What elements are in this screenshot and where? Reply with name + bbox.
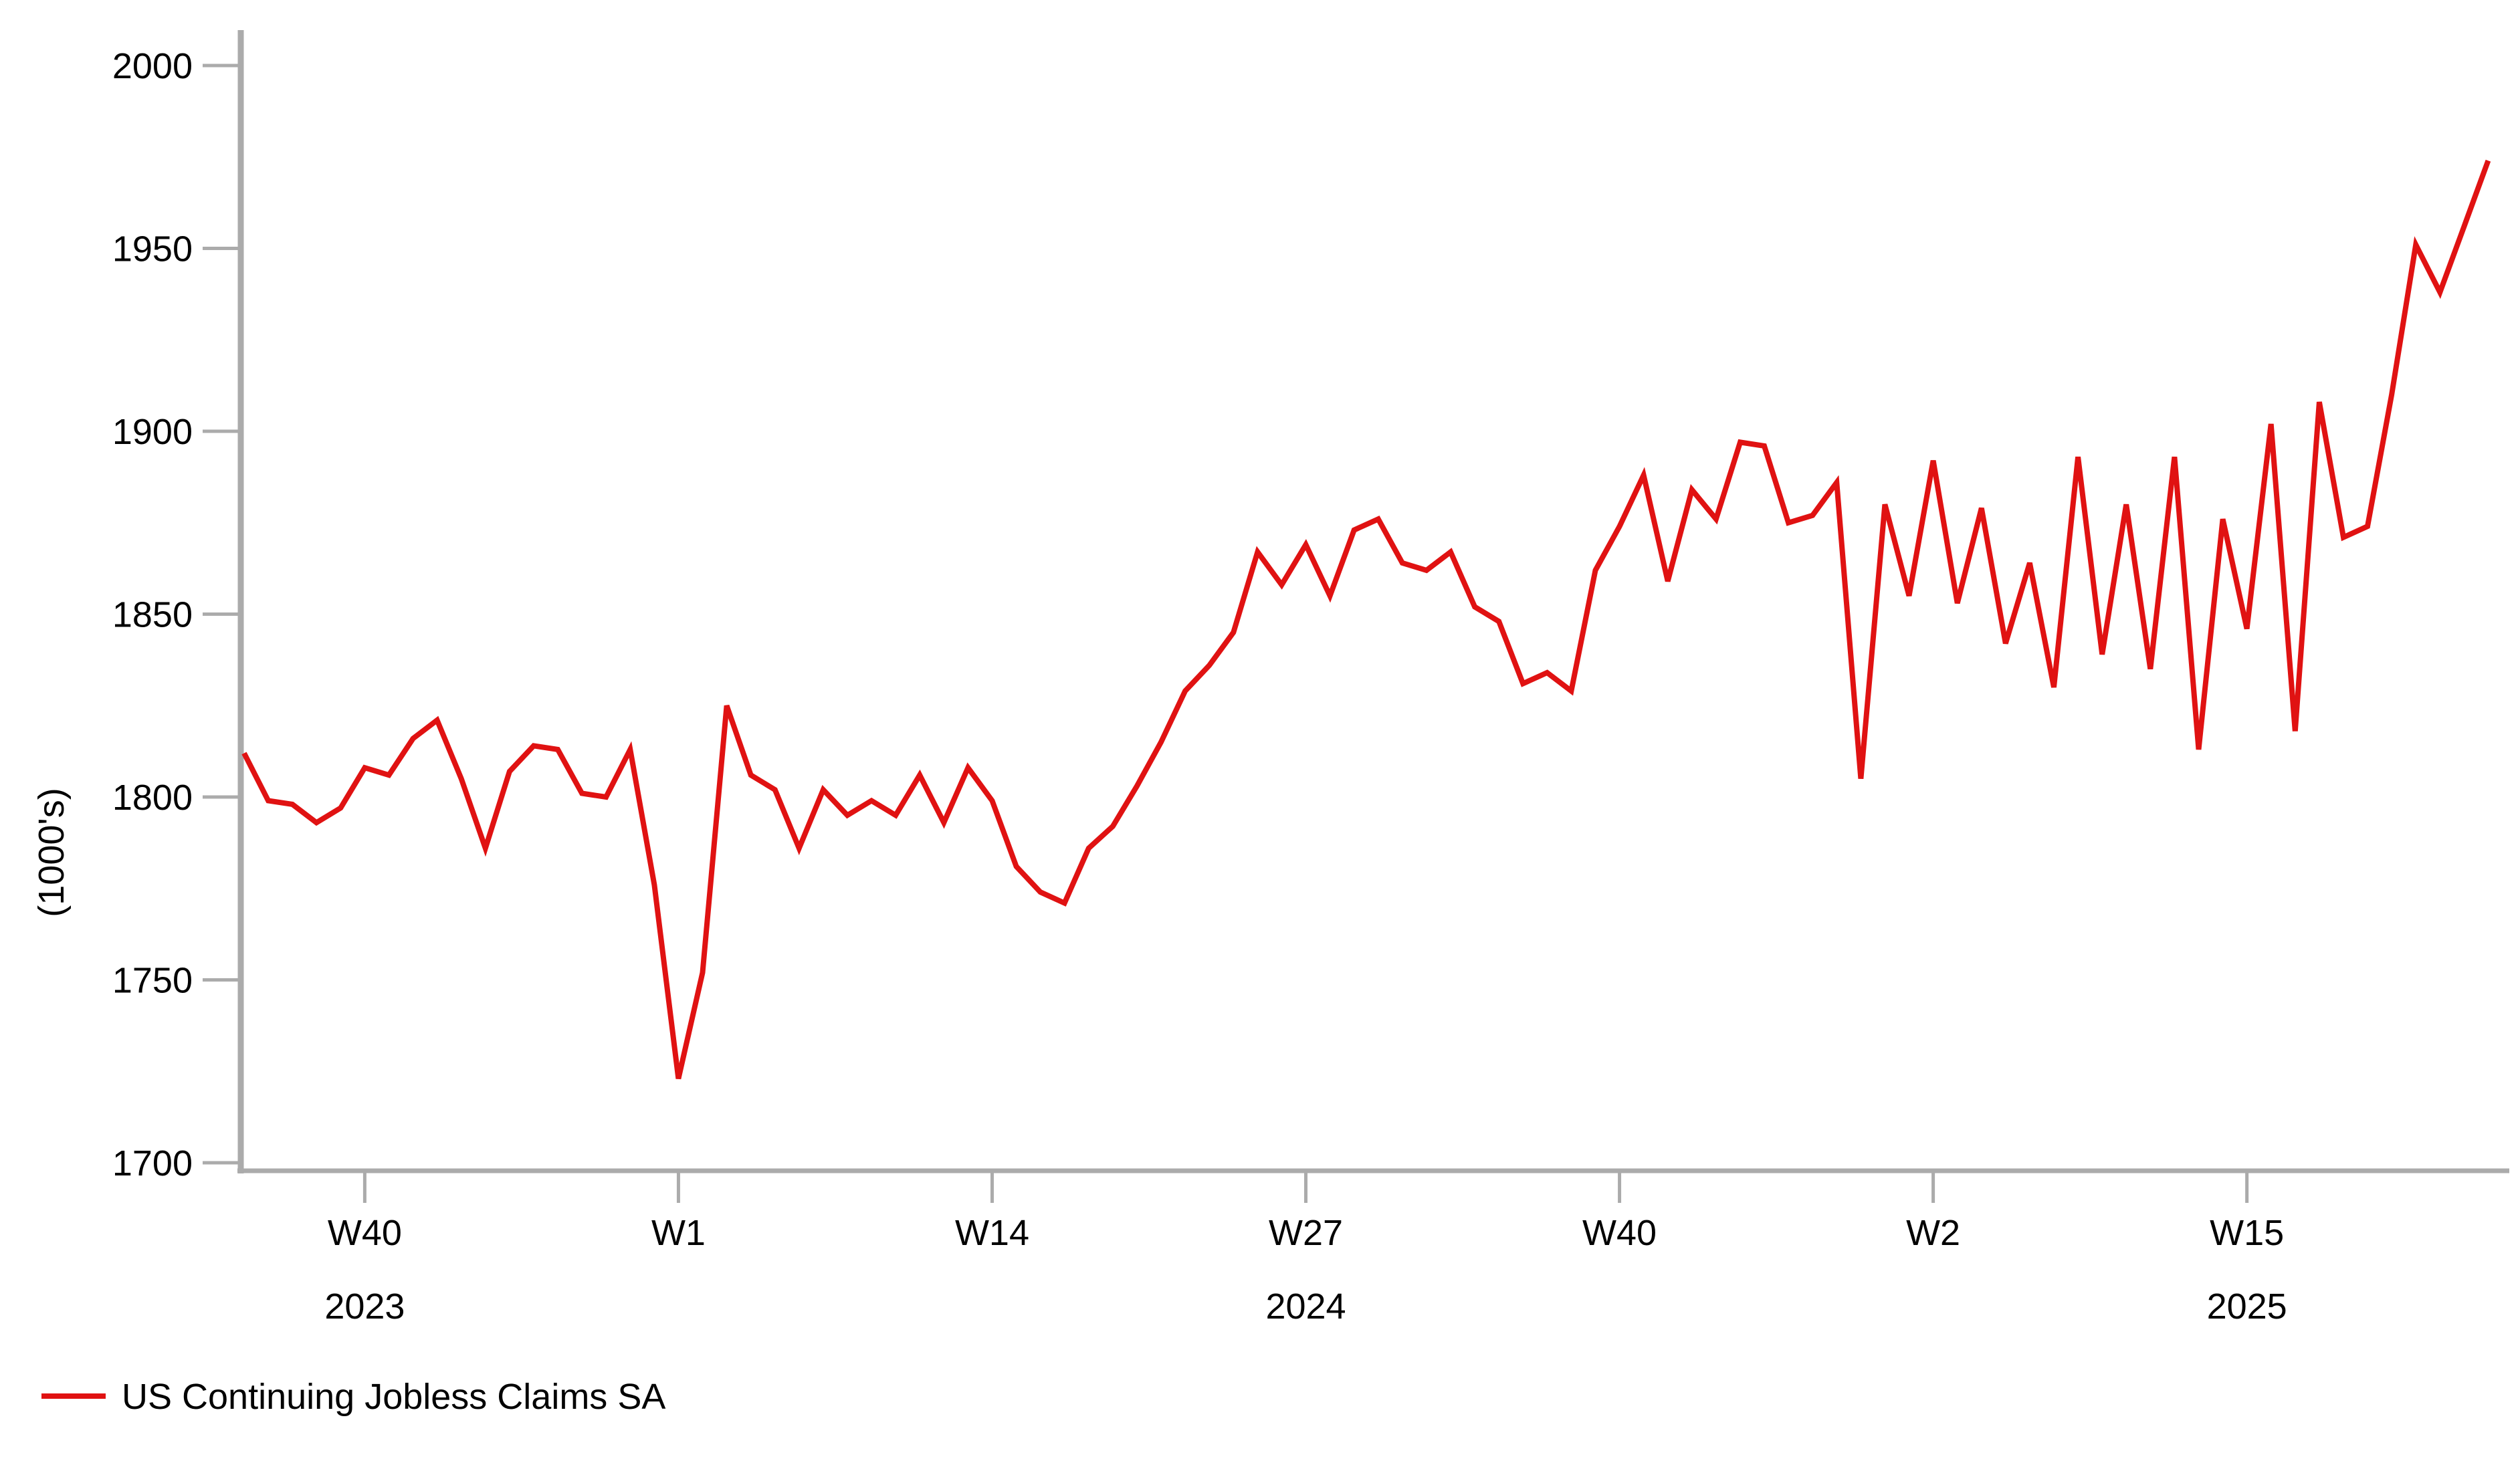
axes-layer [237,30,2509,1173]
x-tick-label: W40 [1582,1213,1657,1253]
y-tick-label: 1700 [112,1143,193,1183]
y-tick-label: 1850 [112,595,193,635]
tick-marks-layer [203,64,2249,1203]
x-tick-label: W15 [2210,1213,2284,1253]
x-tick-label: W1 [651,1213,706,1253]
y-tick-label: 1900 [112,412,193,452]
claims-line-series [241,159,2491,1080]
y-tick-label: 1950 [112,229,193,269]
legend: US Continuing Jobless Claims SA [41,1377,665,1417]
y-tick-label: 1750 [112,961,193,1001]
series-layer [241,159,2491,1080]
tick-labels-layer: 2000 1950 1900 1850 1800 1750 1700 W40 2023 W1 W14… [112,46,2287,1327]
x-tick-year-label: 2024 [1265,1286,1346,1327]
x-tick-label: W2 [1906,1213,1960,1253]
x-tick-year-label: 2023 [324,1286,405,1327]
x-tick-label: W40 [328,1213,402,1253]
legend-series-label: US Continuing Jobless Claims SA [122,1377,665,1417]
y-axis-title: (1000's) [31,788,72,917]
y-tick-label: 1800 [112,778,193,818]
y-tick-label: 2000 [112,46,193,86]
x-tick-label: W27 [1269,1213,1343,1253]
x-tick-label: W14 [955,1213,1029,1253]
x-tick-year-label: 2025 [2207,1286,2287,1327]
